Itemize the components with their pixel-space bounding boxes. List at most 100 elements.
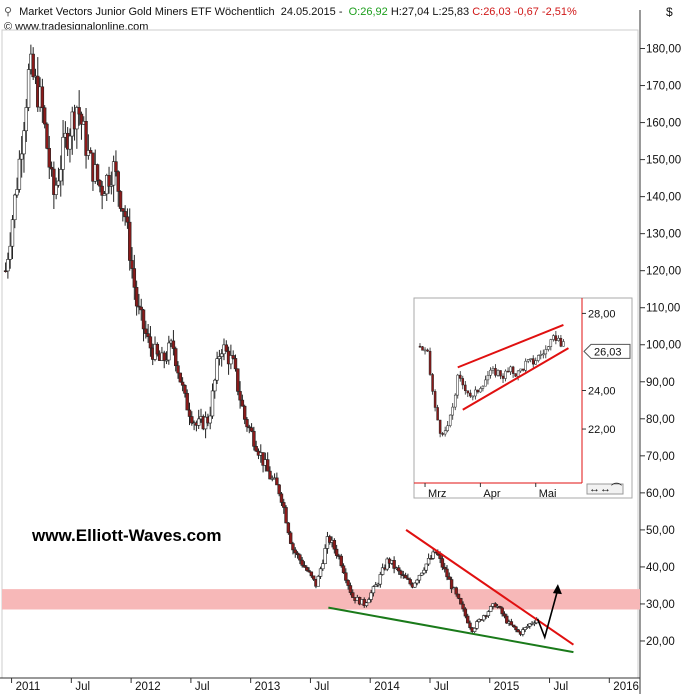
resistance-trendline [405,529,575,646]
instrument-name: Market Vectors Junior Gold Miners ETF Wö… [19,6,275,18]
projection-arrowhead [552,584,562,595]
candle-body [521,629,525,635]
candle-body [13,194,17,221]
candle-body [339,555,343,567]
candle-body [316,576,320,587]
inset-candle-body [526,359,530,362]
candle-body [482,615,486,621]
candle-body [111,161,116,186]
inset-candle-body [474,389,477,397]
projection-arrow-path [536,588,559,640]
candle-body [369,592,373,600]
candle-body [61,136,65,170]
candle-body [447,576,451,580]
candle-body [121,208,125,212]
candle-body [167,342,171,361]
candle-body [463,608,468,617]
candle-body [348,585,353,593]
candle-body [465,615,470,624]
header-high: H:27,04 [390,6,430,18]
candle-body [79,113,84,125]
support-trendline [328,606,574,654]
header-close: C:26,03 [472,6,511,18]
candle-body [323,548,327,564]
inset-candle-body [552,335,555,340]
candle-body [486,611,491,617]
inset-candle-body [557,337,560,341]
x-tick-label: Jul [195,681,210,693]
candle-body [344,572,348,581]
candle-body [236,368,240,392]
candle-body [102,193,107,196]
candle-body [139,306,143,311]
candle-body [351,592,355,598]
candle-body [208,415,212,424]
inset-candle-body [428,350,432,375]
inset-candle-body [456,374,459,396]
candle-body [26,69,31,108]
inset-y-tick-label: 22,00 [588,424,616,436]
candle-body [397,567,401,572]
inset-candle-body [547,346,550,350]
candle-body [130,260,134,269]
inset-candle-body [486,375,490,381]
inset-candle-body [466,390,470,394]
inset-candle-body [549,339,553,347]
candle-body [180,381,185,386]
candle-body [277,484,281,495]
candle-body [468,622,472,628]
inset-candle-body [476,389,480,393]
x-tick-label: Jul [314,681,329,693]
inset-candle-body [443,430,447,435]
inset-y-tick-label: 24,00 [588,386,616,398]
y-tick-label: 160,00 [646,118,681,130]
candle-body [52,168,56,195]
inset-candle-body [491,368,495,371]
candle-body [346,580,350,586]
y-tick-label: 100,00 [646,340,681,352]
inset-candle-body [537,355,540,361]
x-tick-label: Jul [75,681,90,693]
inset-candle-body [499,370,502,377]
candle-body [247,426,251,429]
inset-candle-body [496,370,500,376]
candle-body [164,359,169,362]
y-tick-label: 60,00 [646,488,675,500]
candle-body [245,419,249,428]
inset-candle-body [431,374,434,392]
candle-body [392,560,396,569]
y-tick-label: 110,00 [646,303,680,315]
candle-body [116,171,120,192]
y-tick-label: 120,00 [646,266,681,278]
candle-body [332,540,337,550]
candle-body [42,107,47,125]
candle-body [249,427,254,432]
inset-x-tick-label: Mrz [428,488,446,500]
inset-candle-body [423,349,427,352]
candle-body [433,551,438,554]
candle-body [224,344,228,352]
candle-body [183,384,187,394]
inset-candle-body [562,341,565,347]
candle-body [217,356,222,360]
x-tick-label: 2011 [16,681,41,693]
candle-body [505,615,509,624]
candle-body [109,184,114,187]
candle-body [426,558,431,565]
candle-body [286,522,291,534]
candle-body [261,452,265,466]
inset-candle-body [539,354,543,356]
candle-body [502,613,507,617]
candle-body [472,627,477,632]
candle-body [454,587,458,595]
inset-candle-body [453,394,457,408]
inset-candle-body [521,368,525,371]
inset-candle-body [451,406,454,416]
candle-body [488,606,493,612]
candle-body [420,572,424,576]
candle-body [498,606,502,609]
candle-body [378,574,383,585]
inset-candle-body [481,385,485,389]
candle-body [406,577,410,580]
candle-body [47,148,51,168]
